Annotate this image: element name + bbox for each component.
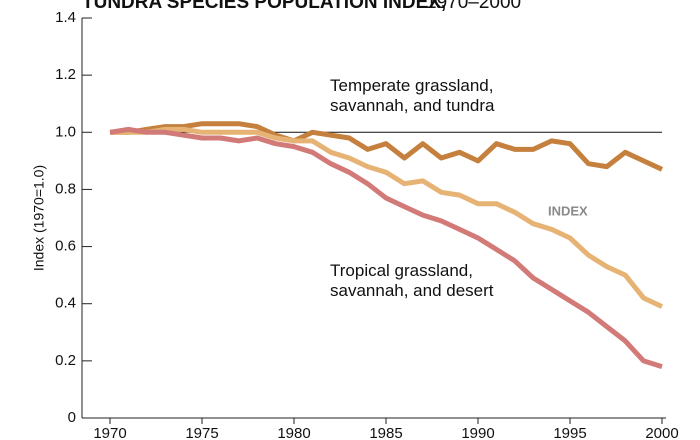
x-tick-label: 1985 [369, 425, 402, 440]
series-line [110, 121, 664, 172]
series-line [110, 126, 664, 309]
series-label: INDEX [548, 203, 588, 218]
series-label-line: savannah, and desert [330, 281, 494, 300]
x-tick-label: 2000 [645, 425, 678, 440]
series-label: Tropical grassland, savannah, and desert [330, 261, 494, 300]
y-tick-label: 0.2 [55, 352, 76, 369]
y-tick-label: 1.4 [55, 9, 76, 26]
y-tick-label: 0.4 [55, 295, 76, 312]
chart-subtitle: 1970–2000 [426, 0, 521, 13]
x-tick-label: 1995 [553, 425, 586, 440]
series-label: Temperate grassland, savannah, and tundra [330, 76, 495, 115]
series-label-line: Temperate grassland, [330, 76, 493, 95]
x-tick-label: 1980 [277, 425, 310, 440]
y-tick-label: 1.2 [55, 66, 76, 83]
y-tick-label: 0 [68, 409, 76, 426]
y-tick-label: 1.0 [55, 123, 76, 140]
series-label-line: savannah, and tundra [330, 96, 495, 115]
series-label-line: Tropical grassland, [330, 261, 473, 280]
x-tick-label: 1970 [93, 425, 126, 440]
y-tick-label: 0.6 [55, 238, 76, 255]
y-tick-label: 0.8 [55, 180, 76, 197]
y-axis-label: Index (1970=1.0) [31, 165, 47, 271]
x-tick-label: 1990 [461, 425, 494, 440]
chart-title: TUNDRA SPECIES POPULATION INDEX, [82, 0, 446, 13]
series-line [109, 126, 663, 369]
x-tick-label: 1975 [185, 425, 218, 440]
